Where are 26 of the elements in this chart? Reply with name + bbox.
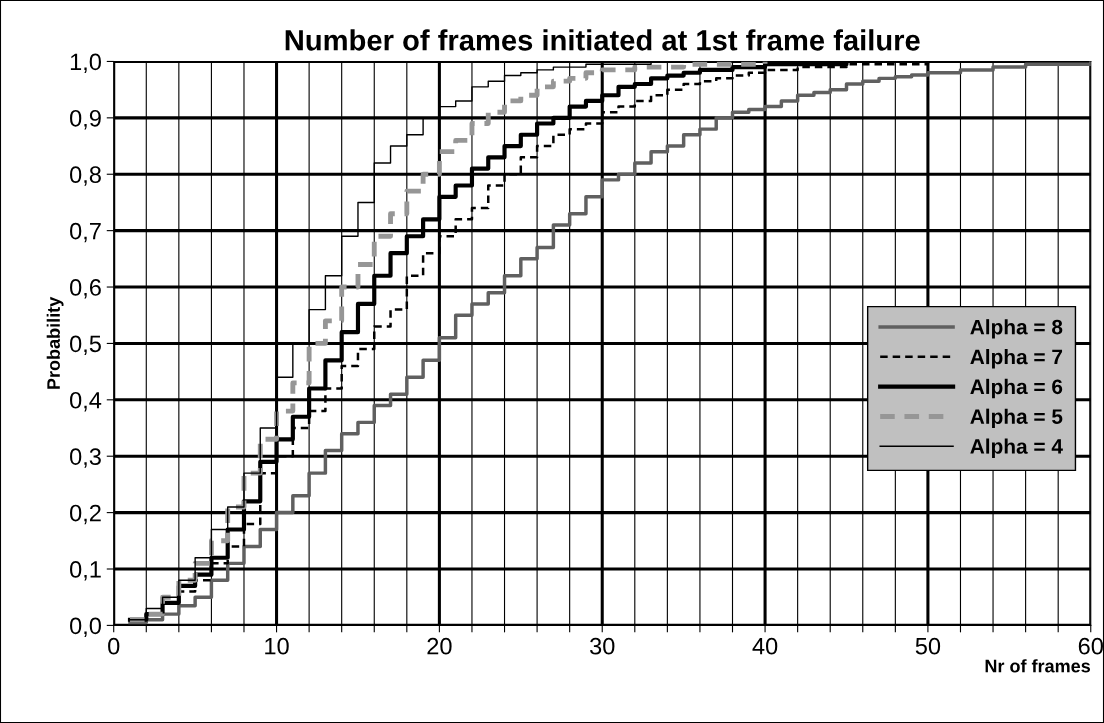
y-tick-label: 0,1	[70, 561, 101, 581]
legend-label: Alpha = 8	[970, 319, 1063, 339]
x-tick-label: 20	[427, 637, 452, 655]
y-tick-label: 0,2	[70, 504, 101, 525]
x-tick-label: 30	[590, 637, 615, 655]
x-axis-title: Nr of frames	[985, 659, 1091, 673]
legend-label: Alpha = 6	[970, 378, 1063, 399]
x-tick-label: 10	[265, 637, 289, 655]
y-axis-title: Probability	[46, 296, 64, 389]
y-tick-label: 0,3	[70, 448, 101, 468]
x-tick-label: 40	[752, 637, 778, 655]
x-tick-label: 50	[915, 637, 941, 655]
y-tick-label: 1,0	[70, 53, 101, 74]
y-tick-label: 0,4	[70, 391, 102, 412]
legend-label: Alpha = 5	[970, 408, 1063, 429]
y-tick-label: 0,8	[70, 166, 101, 186]
y-tick-label: 0,0	[70, 617, 101, 637]
y-tick-label: 0,5	[70, 335, 101, 355]
chart-title: Number of frames initiated at 1st frame failure	[285, 29, 920, 51]
legend-label: Alpha = 4	[970, 438, 1063, 458]
x-tick-label: 0	[108, 637, 120, 655]
y-tick-label: 0,7	[70, 222, 101, 243]
legend-label: Alpha = 7	[970, 348, 1063, 369]
y-tick-label: 0,6	[70, 279, 101, 299]
y-tick-label: 0,9	[70, 109, 101, 130]
x-tick-label: 60	[1078, 637, 1103, 655]
